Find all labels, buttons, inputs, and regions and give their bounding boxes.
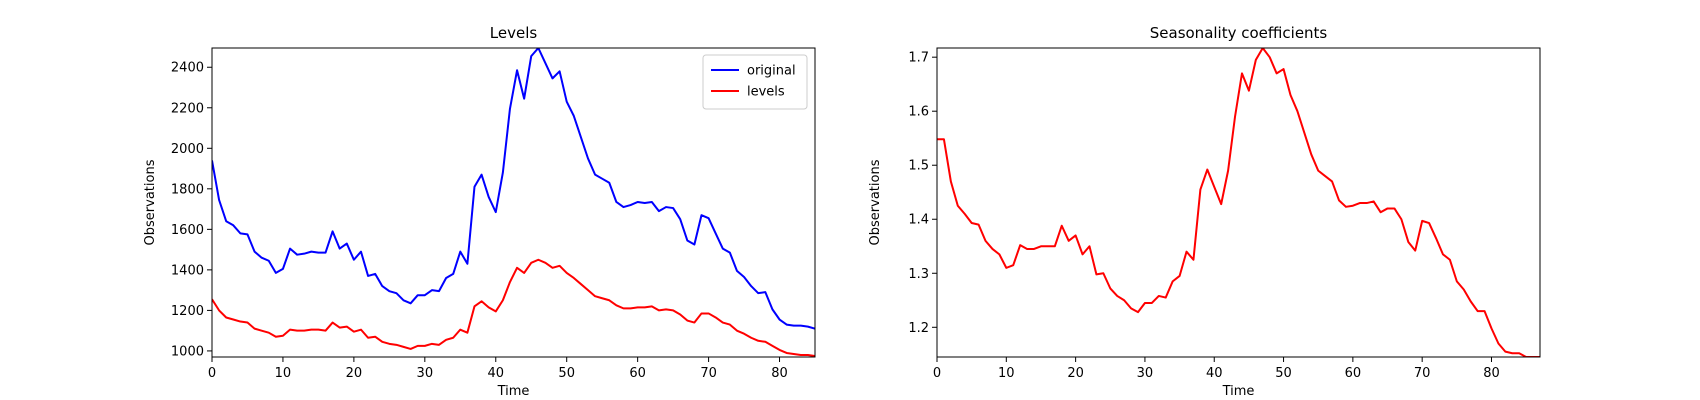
y-tick-label: 1200 <box>171 304 204 319</box>
plot-frame <box>936 47 1541 358</box>
y-axis-label: Observations <box>143 159 158 245</box>
chart-panel-1: 0 10 20 30 40 50 60 70 80 1000 1200 1400 1600 1800 200… <box>143 24 816 399</box>
legend-label-levels: levels <box>747 85 785 100</box>
series-line-levels <box>212 258 815 357</box>
x-axis-label: Time <box>1222 384 1255 399</box>
legend-box <box>702 54 808 110</box>
y-tick-label: 1.6 <box>908 105 929 120</box>
y-tick-label: 1.2 <box>908 321 929 336</box>
x-tick-label: 70 <box>1414 366 1431 381</box>
legend: original levels <box>702 54 808 110</box>
x-tick-label: 50 <box>558 366 575 381</box>
y-tick-label: 1800 <box>171 182 204 197</box>
y-tick-label: 1000 <box>171 344 204 359</box>
series-line-original <box>212 48 815 330</box>
y-tick-label: 2400 <box>171 61 204 76</box>
x-tick-label: 0 <box>933 366 941 381</box>
x-tick-label: 60 <box>1345 366 1362 381</box>
chart-title: Levels <box>490 24 538 42</box>
x-tick-label: 20 <box>1067 366 1084 381</box>
x-tick-label: 70 <box>700 366 717 381</box>
y-axis-label: Observations <box>868 159 883 245</box>
x-tick-label: 30 <box>417 366 434 381</box>
x-tick-label: 40 <box>1206 366 1223 381</box>
y-tick-label: 1600 <box>171 223 204 238</box>
x-tick-label: 80 <box>1483 366 1500 381</box>
y-tick-label: 1.4 <box>908 213 929 228</box>
y-tick-label: 1.3 <box>908 267 929 282</box>
y-tick-label: 1.5 <box>908 159 929 174</box>
plot-frame <box>211 47 816 358</box>
x-tick-label: 60 <box>629 366 646 381</box>
x-tick-label: 40 <box>487 366 504 381</box>
x-tick-label: 10 <box>275 366 292 381</box>
x-tick-label: 80 <box>771 366 788 381</box>
x-tick-label: 30 <box>1137 366 1154 381</box>
x-tick-label: 20 <box>346 366 363 381</box>
x-tick-label: 0 <box>208 366 216 381</box>
x-tick-label: 50 <box>1275 366 1292 381</box>
y-tick-label: 2200 <box>171 101 204 116</box>
x-tick-label: 10 <box>998 366 1015 381</box>
legend-label-original: original <box>747 64 796 79</box>
y-tick-label: 1.7 <box>908 51 929 66</box>
series-line-1 <box>937 48 1540 357</box>
x-axis-label: Time <box>497 384 530 399</box>
chart-panel-2: 0 10 20 30 40 50 60 70 80 1.2 1.3 1.4 1.5 1.6 1.7 Seaso… <box>868 24 1541 399</box>
y-tick-label: 2000 <box>171 142 204 157</box>
y-tick-label: 1400 <box>171 263 204 278</box>
chart-title: Seasonality coefficients <box>1150 24 1328 42</box>
